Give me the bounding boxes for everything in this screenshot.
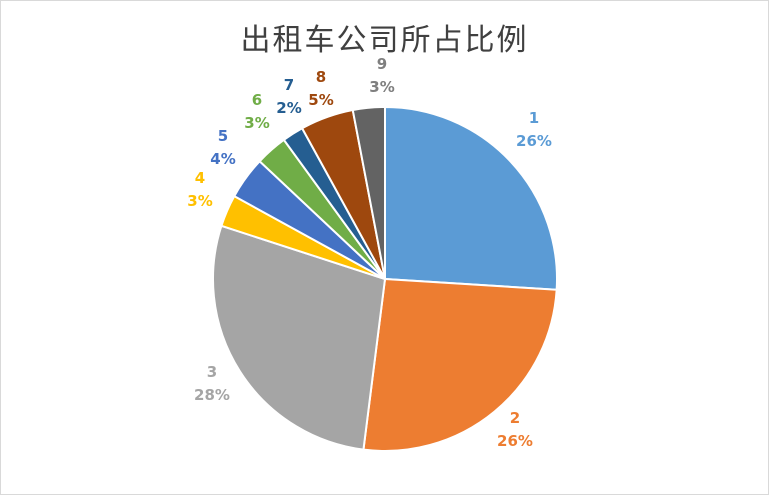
pie-slice-9 bbox=[351, 105, 386, 280]
slice-category-label-2: 2 bbox=[510, 409, 520, 427]
pie-slice-3 bbox=[212, 224, 387, 451]
slice-percent-label-6: 3% bbox=[244, 114, 269, 132]
slice-category-label-9: 9 bbox=[377, 55, 387, 73]
slice-percent-label-9: 3% bbox=[369, 78, 394, 96]
slice-percent-label-2: 26% bbox=[497, 432, 533, 450]
pie-slice-1 bbox=[384, 105, 558, 291]
slice-category-label-8: 8 bbox=[316, 68, 326, 86]
slice-percent-label-7: 2% bbox=[276, 99, 301, 117]
slice-percent-label-3: 28% bbox=[194, 386, 230, 404]
slice-category-label-4: 4 bbox=[195, 169, 205, 187]
slice-percent-label-4: 3% bbox=[187, 192, 212, 210]
slice-category-label-1: 1 bbox=[529, 109, 539, 127]
slice-category-label-5: 5 bbox=[218, 127, 228, 145]
slice-category-label-6: 6 bbox=[252, 91, 262, 109]
slice-percent-label-5: 4% bbox=[210, 150, 235, 168]
chart-title: 出租车公司所占比例 bbox=[240, 23, 529, 58]
slice-percent-label-8: 5% bbox=[308, 91, 333, 109]
pie-slice-2 bbox=[362, 277, 558, 452]
slice-category-label-7: 7 bbox=[284, 76, 294, 94]
slice-percent-label-1: 26% bbox=[516, 132, 552, 150]
slice-category-label-3: 3 bbox=[207, 363, 217, 381]
